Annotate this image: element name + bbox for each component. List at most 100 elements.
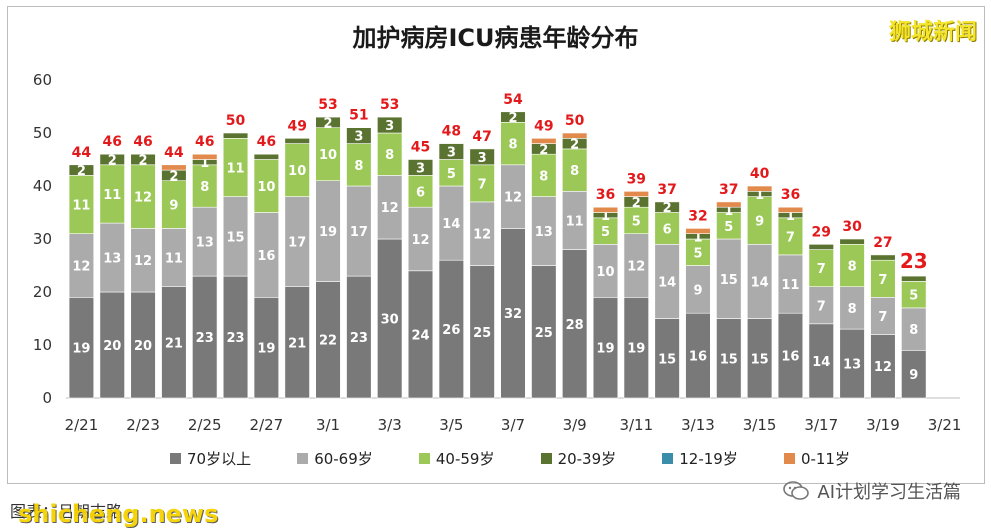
x-tick-label: 3/13 xyxy=(681,416,715,434)
x-tick-label: 3/9 xyxy=(563,416,587,434)
bar-segment xyxy=(685,312,711,399)
legend-label: 40-59岁 xyxy=(435,450,495,468)
bar-segment xyxy=(438,259,464,399)
segment-label: 13 xyxy=(843,358,861,373)
bar-segment xyxy=(161,180,187,229)
legend-item: 40-59岁 xyxy=(418,448,495,469)
segment-label: 12 xyxy=(504,191,522,206)
bar-segment xyxy=(130,164,156,229)
bar-segment xyxy=(746,185,773,192)
segment-label: 23 xyxy=(227,331,245,346)
legend-item: 60-69岁 xyxy=(297,448,373,469)
bar-segment xyxy=(562,191,588,250)
segment-label: 11 xyxy=(227,161,245,176)
segment-label: 12 xyxy=(134,191,152,206)
bar-segment xyxy=(562,249,588,399)
bar-segment xyxy=(901,281,927,309)
bar-segment xyxy=(562,132,588,139)
segment-label: 6 xyxy=(416,185,425,200)
segment-label: 1 xyxy=(724,204,733,219)
bar-segment xyxy=(592,206,619,213)
y-tick-label: 20 xyxy=(33,283,52,301)
legend-swatch xyxy=(170,453,181,464)
wechat-icon xyxy=(783,481,810,500)
bar-segment xyxy=(68,164,95,176)
segment-label: 25 xyxy=(535,326,553,341)
segment-label: 1 xyxy=(693,230,702,245)
bar-segment xyxy=(377,116,403,134)
bar-segment xyxy=(777,217,804,256)
bar-segment xyxy=(685,228,711,234)
segment-label: 21 xyxy=(288,336,306,351)
bar-segment xyxy=(777,312,804,399)
segment-label: 11 xyxy=(72,199,90,214)
bar-segment xyxy=(839,238,865,245)
segment-label: 14 xyxy=(442,217,460,232)
bar-segment xyxy=(746,318,773,399)
segment-label: 12 xyxy=(473,228,491,243)
bar-segment xyxy=(438,185,464,261)
bar-segment xyxy=(130,228,156,293)
segment-label: 12 xyxy=(874,360,892,375)
total-label: 23 xyxy=(900,249,928,273)
bar-segment xyxy=(716,238,742,319)
bar-segment xyxy=(716,318,742,399)
segment-label: 5 xyxy=(724,220,733,235)
bar-segment xyxy=(469,265,495,399)
segment-label: 11 xyxy=(781,278,799,293)
segment-label: 22 xyxy=(319,334,337,349)
total-label: 46 xyxy=(257,134,276,150)
bar-segment xyxy=(808,286,834,325)
total-label: 29 xyxy=(812,224,831,240)
bar-segment xyxy=(407,175,434,208)
x-tick-label: 2/27 xyxy=(250,416,284,434)
bar-segment xyxy=(438,159,464,187)
segment-label: 3 xyxy=(447,146,456,161)
total-label: 30 xyxy=(842,219,862,235)
segment-label: 24 xyxy=(411,328,429,343)
total-label: 49 xyxy=(534,118,553,134)
x-tick-label: 3/21 xyxy=(928,416,962,434)
bar-segment xyxy=(623,191,649,197)
legend-swatch xyxy=(540,453,552,464)
segment-label: 11 xyxy=(165,252,183,267)
segment-label: 17 xyxy=(288,236,306,251)
bar-segment xyxy=(531,138,557,144)
segment-label: 2 xyxy=(508,111,517,126)
segment-label: 19 xyxy=(596,342,614,357)
segment-label: 15 xyxy=(751,352,769,367)
bar-segment xyxy=(808,323,834,399)
segment-label: 20 xyxy=(134,339,152,354)
x-tick-label: 3/17 xyxy=(804,416,838,434)
account-credit: AI计划学习生活篇 xyxy=(783,478,961,504)
bar-segment xyxy=(222,275,249,399)
total-label: 40 xyxy=(750,166,770,182)
segment-label: 19 xyxy=(627,342,645,357)
bar-segment xyxy=(500,111,526,123)
bar-segment xyxy=(870,254,896,261)
segment-label: 8 xyxy=(539,169,548,184)
segment-label: 14 xyxy=(812,355,830,370)
bar-segment xyxy=(161,164,187,171)
legend-item: 12-19岁 xyxy=(662,448,738,469)
segment-label: 12 xyxy=(381,201,399,216)
segment-label: 10 xyxy=(319,148,337,163)
total-label: 53 xyxy=(318,97,337,113)
x-tick-label: 3/3 xyxy=(378,416,402,434)
segment-label: 7 xyxy=(817,299,826,314)
segment-label: 16 xyxy=(689,350,707,365)
bar-segment xyxy=(161,286,187,399)
legend-label: 20-39岁 xyxy=(557,450,617,468)
segment-label: 14 xyxy=(658,275,676,290)
bar-segment xyxy=(500,122,526,166)
segment-label: 2 xyxy=(570,138,579,153)
bar-segment xyxy=(192,206,218,277)
segment-label: 9 xyxy=(169,199,178,214)
segment-label: 15 xyxy=(227,230,245,245)
segment-label: 5 xyxy=(447,167,456,182)
segment-label: 13 xyxy=(535,225,553,240)
segment-label: 10 xyxy=(257,180,275,195)
segment-label: 11 xyxy=(566,214,584,229)
total-label: 53 xyxy=(380,97,399,113)
